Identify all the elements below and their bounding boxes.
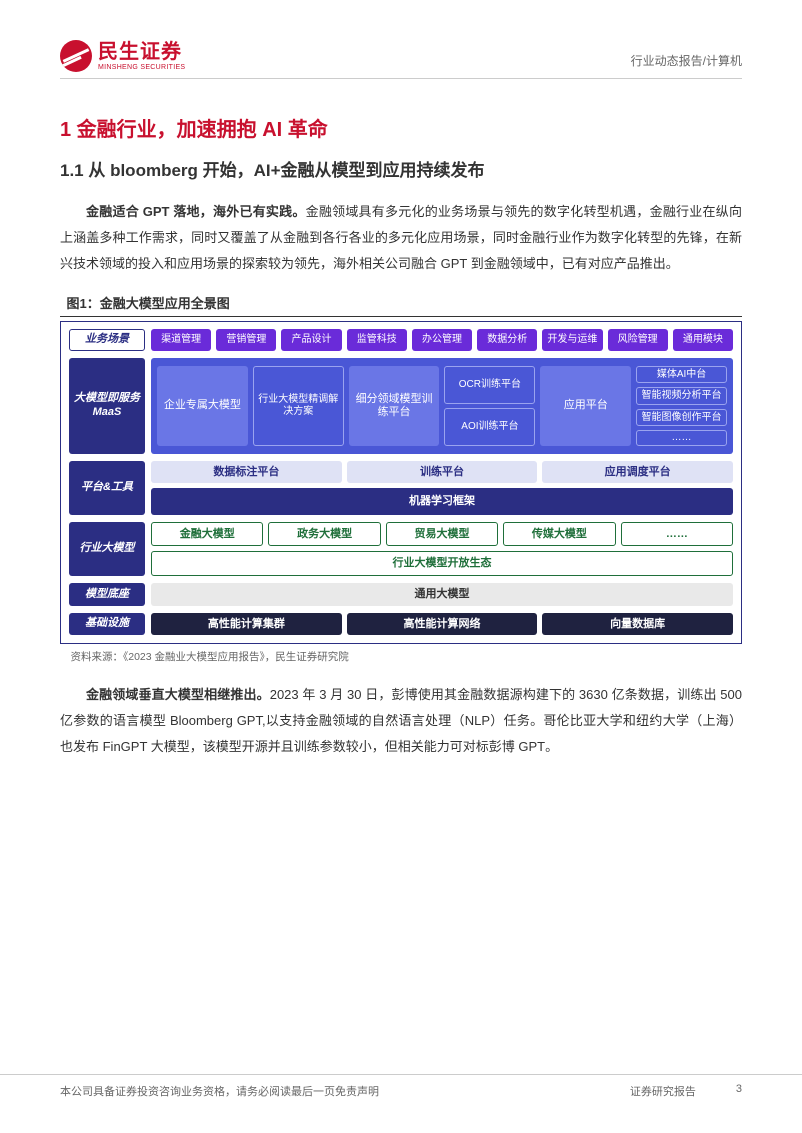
scenario-cell: 通用模块 bbox=[673, 329, 733, 351]
diagram-row-industry: 行业大模型 金融大模型 政务大模型 贸易大模型 传媒大模型 …… 行业大模型开放… bbox=[69, 522, 733, 576]
base-model-cell: 通用大模型 bbox=[151, 583, 733, 606]
row-label-industry: 行业大模型 bbox=[69, 522, 145, 576]
row-label-base: 模型底座 bbox=[69, 583, 145, 606]
page-footer: 本公司具备证券投资咨询业务资格，请务必阅读最后一页免责声明 证券研究报告 3 bbox=[0, 1074, 802, 1099]
scenario-cell: 产品设计 bbox=[281, 329, 341, 351]
footer-page-number: 3 bbox=[736, 1083, 742, 1099]
infra-cell: 高性能计算网络 bbox=[347, 613, 538, 636]
header-category: 行业动态报告/计算机 bbox=[631, 52, 742, 69]
scenario-cell: 办公管理 bbox=[412, 329, 472, 351]
figure-source: 资料来源：《2023 金融业大模型应用报告》，民生证券研究院 bbox=[60, 649, 742, 664]
page-header: 民生证券 MINSHENG SECURITIES 行业动态报告/计算机 bbox=[60, 40, 742, 79]
diagram-row-base: 模型底座 通用大模型 bbox=[69, 583, 733, 606]
scenario-cell: 渠道管理 bbox=[151, 329, 211, 351]
platform-cell: 训练平台 bbox=[347, 461, 538, 484]
figure-title: 图1：金融大模型应用全景图 bbox=[60, 293, 742, 317]
logo-icon bbox=[60, 40, 92, 72]
row-label-scenarios: 业务场景 bbox=[69, 329, 145, 351]
platform-cell: 应用调度平台 bbox=[542, 461, 733, 484]
maas-cell: AOI训练平台 bbox=[444, 408, 535, 446]
maas-cell: 细分领域模型训练平台 bbox=[349, 366, 440, 446]
infra-cell: 高性能计算集群 bbox=[151, 613, 342, 636]
maas-cell: 智能图像创作平台 bbox=[636, 409, 727, 427]
industry-cell: 政务大模型 bbox=[268, 522, 380, 547]
figure-diagram: 业务场景 渠道管理 营销管理 产品设计 监管科技 办公管理 数据分析 开发与运维… bbox=[60, 321, 742, 644]
paragraph-1-lead: 金融适合 GPT 落地，海外已有实践。 bbox=[86, 204, 306, 219]
section-heading-1-1: 1.1 从 bloomberg 开始，AI+金融从模型到应用持续发布 bbox=[60, 156, 742, 181]
row-label-maas: 大模型即服务MaaS bbox=[69, 358, 145, 454]
scenario-cell: 营销管理 bbox=[216, 329, 276, 351]
paragraph-2: 金融领域垂直大模型相继推出。2023 年 3 月 30 日，彭博使用其金融数据源… bbox=[60, 682, 742, 760]
industry-cell: 贸易大模型 bbox=[386, 522, 498, 547]
industry-cell: 金融大模型 bbox=[151, 522, 263, 547]
maas-cell: 媒体AI中台 bbox=[636, 366, 727, 384]
logo-text-cn: 民生证券 bbox=[98, 42, 185, 62]
paragraph-2-lead: 金融领域垂直大模型相继推出。 bbox=[86, 687, 270, 702]
scenario-cell: 数据分析 bbox=[477, 329, 537, 351]
maas-cell: 企业专属大模型 bbox=[157, 366, 248, 446]
industry-ecosystem: 行业大模型开放生态 bbox=[151, 551, 733, 576]
section-heading-1: 1 金融行业，加速拥抱 AI 革命 bbox=[60, 113, 742, 142]
scenario-cell: 风险管理 bbox=[608, 329, 668, 351]
logo-text-en: MINSHENG SECURITIES bbox=[98, 64, 185, 71]
row-label-infra: 基础设施 bbox=[69, 613, 145, 636]
row-label-platform: 平台&工具 bbox=[69, 461, 145, 515]
logo: 民生证券 MINSHENG SECURITIES bbox=[60, 40, 185, 72]
paragraph-1: 金融适合 GPT 落地，海外已有实践。金融领域具有多元化的业务场景与领先的数字化… bbox=[60, 199, 742, 277]
platform-cell: 数据标注平台 bbox=[151, 461, 342, 484]
maas-cell: OCR训练平台 bbox=[444, 366, 535, 404]
maas-cell: …… bbox=[636, 430, 727, 446]
diagram-row-platform: 平台&工具 数据标注平台 训练平台 应用调度平台 机器学习框架 bbox=[69, 461, 733, 515]
scenario-cell: 开发与运维 bbox=[542, 329, 602, 351]
footer-report-type: 证券研究报告 bbox=[630, 1083, 696, 1099]
diagram-row-maas: 大模型即服务MaaS 企业专属大模型 行业大模型精调解决方案 细分领域模型训练平… bbox=[69, 358, 733, 454]
maas-cell: 行业大模型精调解决方案 bbox=[253, 366, 344, 446]
footer-disclaimer: 本公司具备证券投资咨询业务资格，请务必阅读最后一页免责声明 bbox=[60, 1083, 379, 1099]
industry-cell: …… bbox=[621, 522, 733, 547]
maas-cell: 智能视频分析平台 bbox=[636, 387, 727, 405]
infra-cell: 向量数据库 bbox=[542, 613, 733, 636]
scenario-cell: 监管科技 bbox=[347, 329, 407, 351]
diagram-row-infra: 基础设施 高性能计算集群 高性能计算网络 向量数据库 bbox=[69, 613, 733, 636]
maas-cell: 应用平台 bbox=[540, 366, 631, 446]
platform-ml-framework: 机器学习框架 bbox=[151, 488, 733, 515]
diagram-row-scenarios: 业务场景 渠道管理 营销管理 产品设计 监管科技 办公管理 数据分析 开发与运维… bbox=[69, 329, 733, 351]
industry-cell: 传媒大模型 bbox=[503, 522, 615, 547]
